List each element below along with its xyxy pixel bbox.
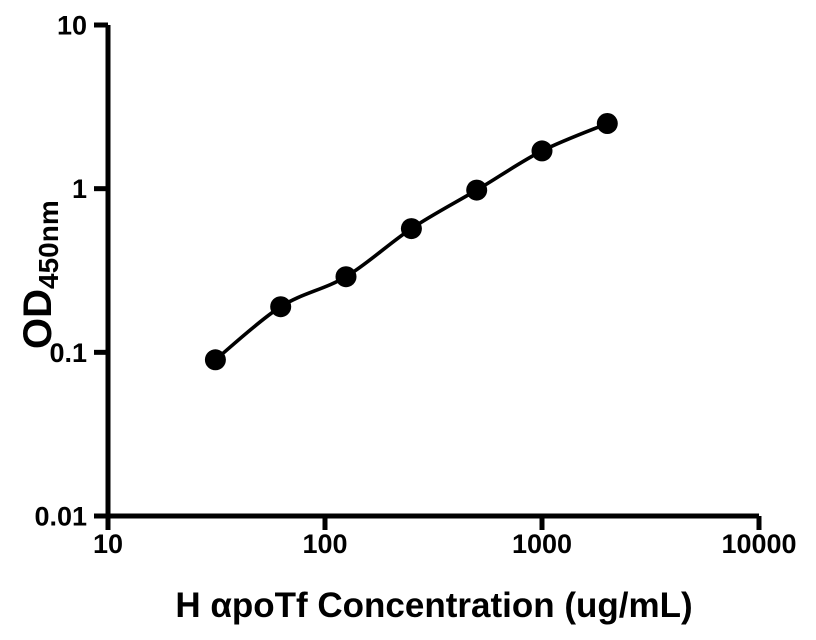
data-point	[466, 179, 488, 201]
x-axis-tick-label: 10000	[721, 529, 796, 559]
y-axis-title-main: OD	[16, 289, 60, 349]
tick-marks-group	[94, 22, 762, 530]
x-axis-tick-label: 10	[93, 529, 123, 559]
y-axis-title: OD450nm	[16, 200, 64, 349]
y-axis-tick-label: 10	[57, 11, 87, 41]
x-axis-tick-label: 100	[302, 529, 347, 559]
data-point	[270, 296, 292, 318]
data-series-group	[204, 113, 618, 371]
tick-labels-group: 10 100 1000 10000 10 1 0.1 0.01	[34, 11, 796, 560]
data-point	[596, 113, 618, 134]
data-point	[204, 349, 226, 371]
x-axis-tick-label: 1000	[512, 529, 572, 559]
data-point	[335, 266, 357, 288]
data-point	[400, 218, 422, 240]
x-axis-title: H αpoTf Concentration (ug/mL)	[175, 586, 692, 625]
data-point	[531, 140, 553, 162]
axes-group	[105, 25, 759, 519]
y-axis-tick-label: 0.01	[34, 502, 87, 532]
axis-frame	[105, 25, 759, 519]
y-axis-tick-label: 1	[72, 174, 87, 204]
y-axis-title-subscript: 450nm	[33, 200, 64, 289]
y-axis-tick-label: 0.1	[49, 338, 87, 368]
